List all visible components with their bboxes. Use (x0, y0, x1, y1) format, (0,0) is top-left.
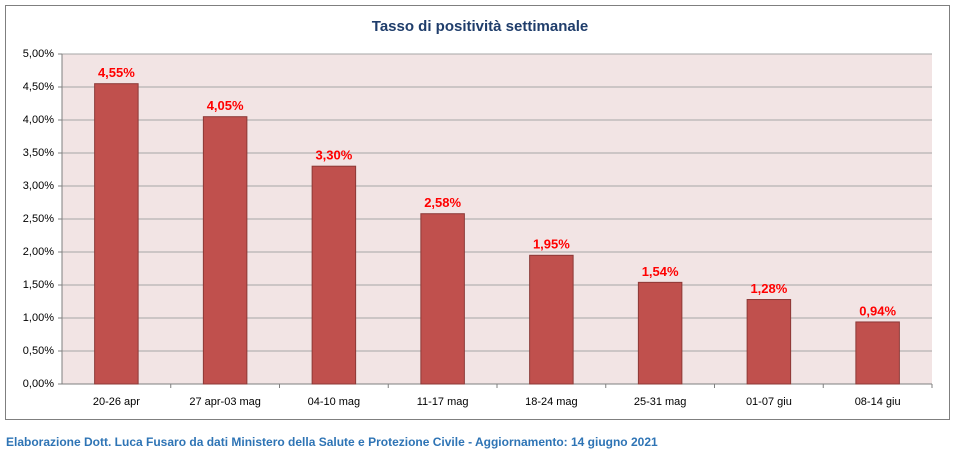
bar (529, 254, 574, 385)
value-label: 1,95% (533, 237, 570, 252)
x-tick-label: 20-26 apr (93, 396, 140, 408)
y-tick-label: 2,00% (23, 246, 54, 258)
y-tick-label: 3,50% (23, 147, 54, 159)
y-tick-label: 1,00% (23, 312, 54, 324)
x-tick-label: 27 apr-03 mag (189, 396, 261, 408)
source-note: Elaborazione Dott. Luca Fusaro da dati M… (6, 435, 658, 449)
chart-title: Tasso di positività settimanale (372, 18, 588, 35)
bar (311, 165, 357, 385)
y-tick-label: 3,00% (23, 180, 54, 192)
x-tick-label: 01-07 giu (746, 396, 792, 408)
bar (94, 83, 139, 385)
y-tick-label: 0,00% (23, 378, 54, 390)
value-label: 4,05% (207, 98, 244, 113)
value-label: 4,55% (98, 65, 135, 80)
x-tick-label: 08-14 giu (855, 396, 901, 408)
x-tick-label: 18-24 mag (525, 396, 578, 408)
x-tick-label: 04-10 mag (308, 396, 361, 408)
value-label: 1,54% (642, 264, 679, 279)
value-label: 0,94% (859, 303, 896, 318)
y-tick-label: 4,00% (23, 114, 54, 126)
y-tick-label: 5,00% (23, 48, 54, 60)
y-tick-label: 1,50% (23, 279, 54, 291)
value-label: 2,58% (424, 195, 461, 210)
x-tick-label: 11-17 mag (417, 396, 469, 408)
value-label: 1,28% (750, 281, 787, 296)
x-tick-label: 25-31 mag (634, 396, 687, 408)
y-tick-label: 4,50% (23, 81, 54, 93)
value-label: 3,30% (315, 148, 352, 163)
y-tick-label: 0,50% (23, 345, 54, 357)
y-tick-label: 2,50% (23, 213, 54, 225)
bar (746, 299, 792, 385)
bar (420, 213, 465, 385)
bar (637, 281, 683, 385)
bar (202, 116, 248, 385)
bar (855, 321, 900, 385)
